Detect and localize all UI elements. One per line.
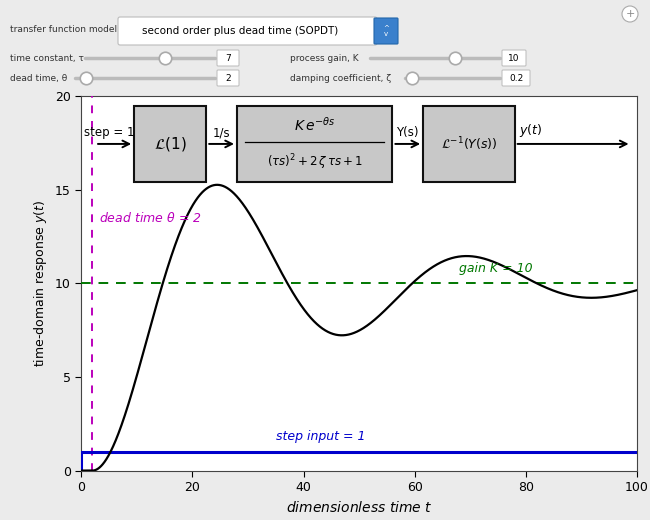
Text: $\mathcal{L}^{-1}(Y(s))$: $\mathcal{L}^{-1}(Y(s))$	[441, 135, 497, 153]
FancyBboxPatch shape	[374, 18, 398, 44]
Text: Y(s): Y(s)	[396, 126, 419, 139]
Text: step input = 1: step input = 1	[276, 430, 365, 443]
Text: 1/s: 1/s	[213, 126, 230, 139]
Text: 0.2: 0.2	[509, 73, 523, 83]
Text: process gain, K: process gain, K	[290, 54, 359, 62]
Text: $y(t)$: $y(t)$	[519, 122, 543, 139]
Text: step = 1: step = 1	[84, 126, 135, 139]
Text: ^
v: ^ v	[383, 25, 389, 37]
Text: dead time, θ: dead time, θ	[10, 73, 67, 83]
Text: time constant, τ: time constant, τ	[10, 54, 84, 62]
Text: $(\tau s)^2 + 2\,\zeta\,\tau s + 1$: $(\tau s)^2 + 2\,\zeta\,\tau s + 1$	[266, 153, 363, 173]
FancyBboxPatch shape	[502, 70, 530, 86]
Text: dead time $\theta$ = 2: dead time $\theta$ = 2	[99, 211, 202, 225]
Bar	[423, 106, 515, 183]
X-axis label: dimensionless time $t$: dimensionless time $t$	[286, 500, 432, 515]
FancyBboxPatch shape	[118, 17, 377, 45]
Text: $\mathcal{L}(1)$: $\mathcal{L}(1)$	[154, 135, 187, 153]
Text: 10: 10	[508, 54, 520, 62]
FancyBboxPatch shape	[217, 50, 239, 66]
FancyBboxPatch shape	[502, 50, 526, 66]
Text: 7: 7	[225, 54, 231, 62]
Text: transfer function model: transfer function model	[10, 25, 117, 34]
Text: second order plus dead time (SOPDT): second order plus dead time (SOPDT)	[142, 26, 338, 36]
Bar	[237, 106, 393, 183]
Circle shape	[622, 6, 638, 22]
Y-axis label: time-domain response $y(t)$: time-domain response $y(t)$	[32, 200, 49, 367]
Text: $K\,e^{-\theta s}$: $K\,e^{-\theta s}$	[294, 116, 335, 134]
FancyBboxPatch shape	[217, 70, 239, 86]
Text: 2: 2	[225, 73, 231, 83]
Text: gain K = 10: gain K = 10	[459, 262, 533, 275]
Text: +: +	[625, 9, 634, 19]
Bar	[134, 106, 206, 183]
Text: damping coefficient, ζ: damping coefficient, ζ	[290, 73, 391, 83]
